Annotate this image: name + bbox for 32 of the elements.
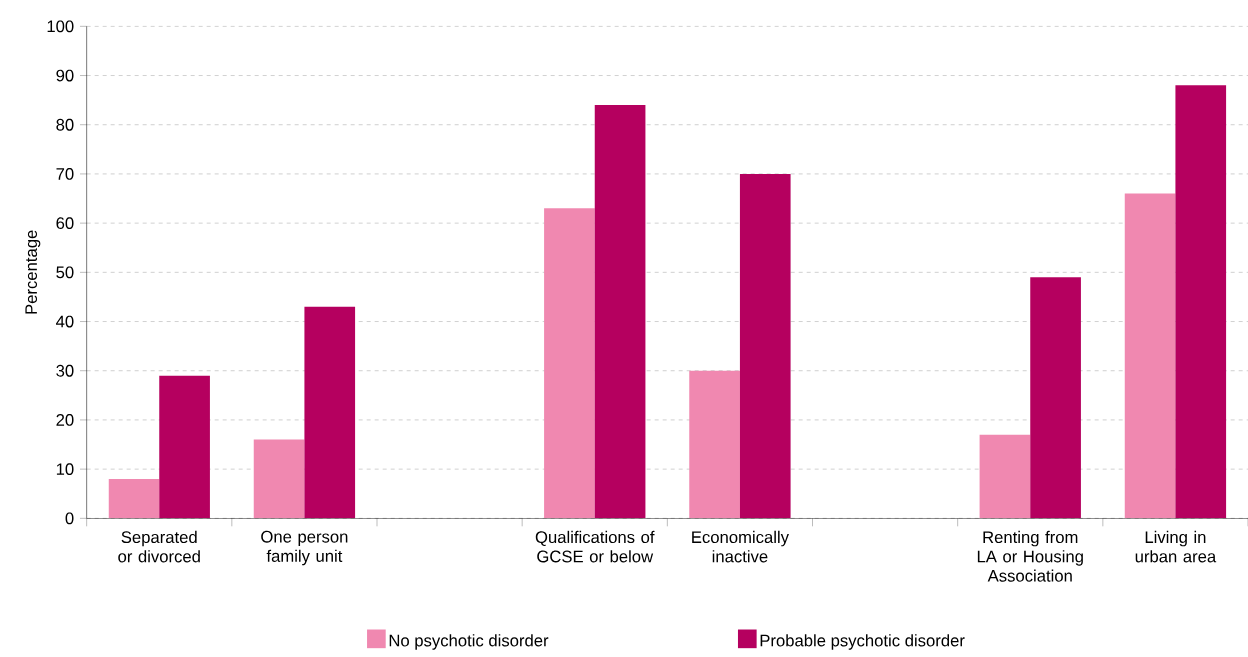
y-tick-label: 20	[56, 414, 74, 426]
legend-label: No psychotic disorder	[389, 634, 549, 650]
y-tick-label: 40	[56, 315, 74, 328]
bar	[544, 208, 595, 519]
x-tick-label: Renting from LA or Housing Association	[977, 530, 1083, 582]
y-axis-title: Percentage	[25, 230, 41, 314]
bar	[594, 105, 646, 519]
y-tick-label: 60	[56, 217, 74, 230]
x-tick-label: Qualifications of GCSE or below	[535, 530, 655, 563]
y-tick-label: 70	[56, 168, 74, 180]
legend-label: Probable psychotic disorder	[760, 634, 965, 650]
bar	[159, 375, 210, 519]
bar	[253, 439, 305, 519]
y-tick-label: 80	[56, 118, 74, 131]
x-tick-label: Living in urban area	[1135, 530, 1217, 563]
x-tick-label: Separated or divorced	[118, 530, 200, 563]
y-tick-label: 90	[56, 69, 74, 82]
y-tick-label: 100	[47, 20, 74, 33]
bar	[979, 434, 1031, 519]
bar	[1124, 193, 1176, 519]
bar	[108, 478, 160, 519]
y-tick-label: 0	[65, 512, 74, 525]
y-tick-label: 50	[56, 266, 74, 279]
y-tick-label: 30	[56, 364, 74, 377]
y-tick-label: 10	[56, 463, 74, 476]
bar	[739, 173, 791, 519]
bar	[304, 306, 356, 519]
bar	[689, 370, 740, 519]
bar	[1175, 85, 1227, 519]
bar	[1030, 277, 1081, 519]
x-tick-label: One person family unit	[261, 530, 348, 566]
x-tick-label: Economically inactive	[692, 530, 789, 563]
